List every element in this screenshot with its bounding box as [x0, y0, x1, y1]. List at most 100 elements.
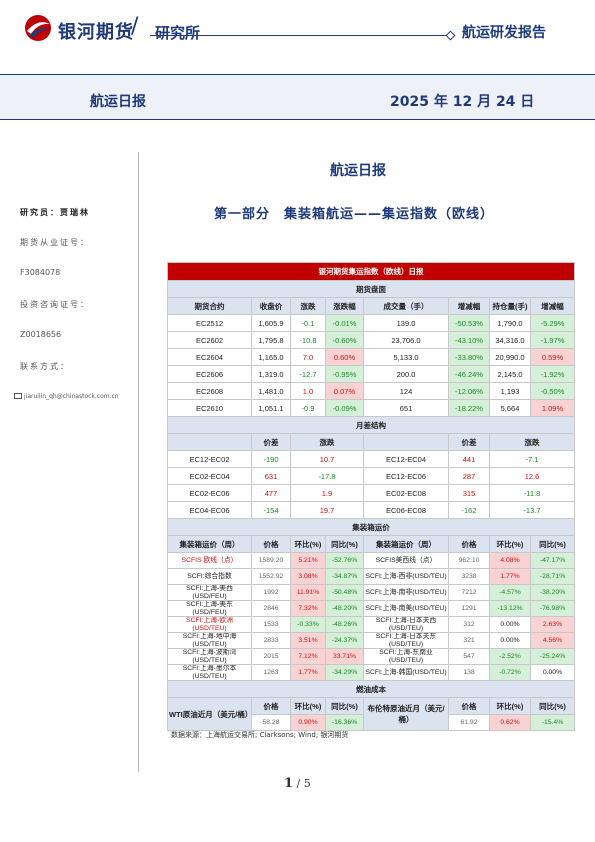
- table-cell: 1263: [251, 664, 291, 681]
- main-title: 航运日报: [330, 163, 386, 179]
- table-row: SCFI:上海-墨尔本(USD/TEU) 1263 1.77% -34.29% SCFI…: [167, 664, 575, 681]
- column-header: 价格: [448, 697, 490, 715]
- column-header: 同比(%): [530, 697, 575, 715]
- table-cell: 11.91%: [290, 584, 326, 601]
- table-cell: -0.09%: [325, 399, 364, 417]
- table-row: SCFI:上海-美西(USD/FEU) 1992 11.91% -50.48% SCFI…: [167, 584, 575, 601]
- diamond-icon: [445, 30, 456, 41]
- table-row: EC2602 1,795.8 -10.8 -0.60% 23,706.0 -43.10% 3…: [167, 331, 575, 349]
- table-cell: -12.06%: [448, 382, 490, 400]
- spread-header-row: 价差 涨跌 价差 涨跌: [167, 433, 575, 451]
- researcher: 研究员：贾瑞林: [20, 208, 90, 217]
- table-cell: -1.92%: [530, 365, 575, 383]
- table-cell: -50.48%: [325, 584, 364, 601]
- table-cell: 1552.92: [251, 568, 291, 585]
- table-row: EC2606 1,319.0 -12.7 -0.95% 200.0 -46.24% 2,14…: [167, 365, 575, 383]
- table-cell: 1,790.0: [489, 314, 531, 332]
- table-cell: -13.7: [489, 501, 575, 519]
- table-cell: 0.00%: [530, 664, 575, 681]
- table-cell: SCFI:上海-美东(USD/FEU): [167, 600, 252, 617]
- table-cell: 2833: [251, 632, 291, 649]
- table-cell: SCFI:上海-波斯湾(USD/TEU): [167, 648, 252, 665]
- table-cell: SCFI:上海-韩国(USD/TEU): [363, 664, 449, 681]
- email-link[interactable]: jiaruilin_qh@chinastock.com.cn: [14, 392, 119, 400]
- column-header: 增减幅: [530, 297, 575, 315]
- table-cell: -46.24%: [448, 365, 490, 383]
- table-row: SCFI:上海-地中海(USD/TEU) 2833 3.51% -24.37% SCFI…: [167, 632, 575, 649]
- table-cell: 2015: [251, 648, 291, 665]
- fuel-section: 燃油成本: [167, 680, 575, 698]
- table-cell: -154: [251, 501, 291, 519]
- table-cell: 7.12%: [290, 648, 326, 665]
- table-cell: -76.98%: [530, 600, 575, 617]
- table-cell: 0.00%: [489, 632, 531, 649]
- table-cell: 1,165.0: [251, 348, 291, 366]
- table-cell: -13.12%: [489, 600, 531, 617]
- column-header: 集装箱运价（周）: [167, 535, 252, 553]
- table-cell: -25.24%: [530, 648, 575, 665]
- table-cell: 20,990.0: [489, 348, 531, 366]
- table-row: EC02-EC04 631 -17.8 EC12-EC06 287 12.6: [167, 467, 575, 485]
- report-title: 航运日报: [90, 94, 146, 110]
- table-cell: 5.21%: [290, 552, 326, 569]
- column-header: 收盘价: [251, 297, 291, 315]
- table-cell: 1,193: [489, 382, 531, 400]
- table-cell: SCFI:上海-日本关西(USD/TEU): [363, 616, 449, 633]
- table-cell: 1.77%: [290, 664, 326, 681]
- invest-license: Z0018656: [20, 330, 62, 339]
- table-cell: 10.7: [290, 450, 364, 468]
- spot-section-title: 集装箱运价: [167, 518, 575, 536]
- invest-license-label: 投资咨询证号：: [20, 300, 90, 309]
- column-header: 涨跌: [290, 433, 364, 451]
- table-cell: -0.60%: [325, 331, 364, 349]
- table-cell: -12.7: [290, 365, 326, 383]
- table-cell: EC02-EC06: [167, 484, 252, 502]
- table-cell: 287: [448, 467, 490, 485]
- brand-name: 银河期货: [58, 22, 134, 43]
- table-cell: -0.1: [290, 314, 326, 332]
- spot-section: 集装箱运价: [167, 518, 575, 536]
- table-cell: -0.95%: [325, 365, 364, 383]
- table-cell: EC06-EC08: [363, 501, 449, 519]
- table-row: EC2512 1,605.9 -0.1 -0.01% 139.0 -50.53% 1,790…: [167, 314, 575, 332]
- table-cell: -0.33%: [290, 616, 326, 633]
- column-header: 涨跌幅: [325, 297, 364, 315]
- table-cell: EC2604: [167, 348, 252, 366]
- table-cell: SCFIS 欧线（点）: [167, 552, 252, 569]
- table-cell: EC12-EC02: [167, 450, 252, 468]
- column-header: 环比(%): [290, 697, 326, 715]
- table-cell: -38.20%: [530, 584, 575, 601]
- table-cell: EC2602: [167, 331, 252, 349]
- table-cell: SCFI:上海-南非(USD/TEU): [363, 584, 449, 601]
- table-cell: 1,481.0: [251, 382, 291, 400]
- table-cell: 58.28: [251, 714, 291, 731]
- table-cell: -15.4%: [530, 714, 575, 731]
- table-row: EC2608 1,481.0 1.0 0.07% 124 -12.06% 1,193 -0.5…: [167, 382, 575, 400]
- column-header: 持仓量(手): [489, 297, 531, 315]
- galaxy-logo-icon: [25, 15, 51, 41]
- table-cell: EC04-EC06: [167, 501, 252, 519]
- table-cell: 631: [251, 467, 291, 485]
- table-cell: SCFI:上海-美西(USD/FEU): [167, 584, 252, 601]
- column-header: 同比(%): [325, 535, 364, 553]
- table-cell: 3238: [448, 568, 490, 585]
- page-indicator: 1 / 5: [284, 776, 311, 791]
- table-cell: EC12-EC04: [363, 450, 449, 468]
- table-row: SCFI:上海-欧洲(USD/TEU) 1533 -0.33% -48.26% SCFI…: [167, 616, 575, 633]
- table-cell: -0.72%: [489, 664, 531, 681]
- table-row: SCFI:综合指数 1552.92 3.08% -34.87% SCFI:上海-西非(U…: [167, 568, 575, 585]
- table-row: EC04-EC06 -154 19.7 EC06-EC08 -162 -13.7: [167, 501, 575, 519]
- table-cell: -5.29%: [530, 314, 575, 332]
- table-cell: -28.71%: [530, 568, 575, 585]
- futures-section-title: 期货盘面: [167, 280, 575, 298]
- fuel-header-row: WTI原油近月（美元/桶） 价格 环比(%) 同比(%) 布伦特原油近月（美元/桶） 价格…: [167, 697, 575, 731]
- table-cell: 1,319.0: [251, 365, 291, 383]
- page-total: 5: [303, 777, 311, 790]
- column-header: [363, 433, 449, 451]
- table-cell: 33.71%: [325, 648, 364, 665]
- table-cell: 0.59%: [530, 348, 575, 366]
- table-cell: 3.51%: [290, 632, 326, 649]
- table-cell: SCFI:上海-地中海(USD/TEU): [167, 632, 252, 649]
- spread-section: 月差结构: [167, 416, 575, 434]
- table-cell: -48.26%: [325, 616, 364, 633]
